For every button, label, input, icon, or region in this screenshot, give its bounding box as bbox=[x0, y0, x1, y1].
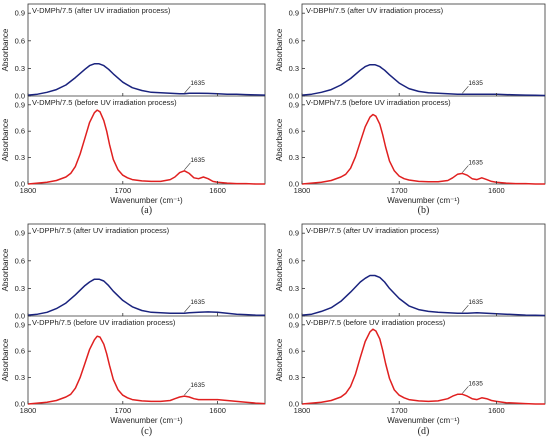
spectrum-line bbox=[301, 113, 545, 185]
y-tick-label: 0.3 bbox=[15, 284, 25, 293]
x-axis-title: Wavenumber (cm⁻¹) bbox=[110, 196, 183, 205]
series-label: V-DPPh/7.5 (after UV irradiation process… bbox=[32, 226, 170, 235]
y-tick-label: 0.9 bbox=[289, 9, 299, 18]
spectrum-line bbox=[27, 63, 266, 96]
y-tick-label: 0.0 bbox=[15, 400, 25, 409]
panel-caption: (b) bbox=[418, 205, 430, 216]
panel-caption: (d) bbox=[418, 426, 430, 437]
peak-annotation: 1635 bbox=[468, 80, 483, 87]
x-tick-label: 1600 bbox=[488, 406, 505, 415]
y-tick-label: 0.9 bbox=[289, 229, 299, 238]
y-axis-title: Absorbance bbox=[275, 28, 284, 71]
y-tick-label: 0.9 bbox=[289, 320, 299, 329]
annotation-leader bbox=[184, 305, 191, 313]
y-tick-label: 0.9 bbox=[15, 100, 25, 109]
series-label: V-DMPh/7.5 (before UV irradiation proces… bbox=[32, 98, 177, 107]
peak-annotation: 1635 bbox=[190, 80, 205, 87]
spectrum-line bbox=[301, 274, 546, 317]
peak-annotation: 1635 bbox=[190, 382, 205, 389]
y-tick-label: 0.3 bbox=[15, 373, 25, 382]
x-tick-label: 1600 bbox=[209, 406, 226, 415]
y-tick-label: 0.0 bbox=[289, 400, 299, 409]
y-tick-label: 0.6 bbox=[15, 127, 25, 136]
annotation-leader bbox=[462, 165, 469, 173]
spectrum-line bbox=[27, 335, 266, 405]
annotation-leader bbox=[462, 305, 469, 313]
x-tick-label: 1600 bbox=[488, 186, 505, 195]
annotation-leader bbox=[184, 162, 191, 170]
x-tick-label: 1700 bbox=[391, 186, 408, 195]
y-tick-label: 0.9 bbox=[289, 100, 299, 109]
series-label: V-DPPh/7.5 (before UV irradiation proces… bbox=[32, 318, 176, 327]
y-tick-label: 0.0 bbox=[289, 180, 299, 189]
x-tick-label: 1700 bbox=[114, 406, 131, 415]
y-tick-label: 0.6 bbox=[289, 36, 299, 45]
annotation-leader bbox=[184, 387, 191, 396]
x-tick-label: 1700 bbox=[114, 186, 131, 195]
panel-caption: (c) bbox=[141, 426, 152, 437]
x-axis-title: Wavenumber (cm⁻¹) bbox=[387, 416, 460, 425]
x-tick-label: 1800 bbox=[294, 406, 311, 415]
x-tick-label: 1700 bbox=[391, 406, 408, 415]
y-axis-title: Absorbance bbox=[1, 28, 10, 71]
y-axis-title: Absorbance bbox=[275, 338, 284, 381]
annotation-leader bbox=[462, 386, 469, 394]
peak-annotation: 1635 bbox=[468, 380, 483, 387]
y-tick-label: 0.6 bbox=[289, 127, 299, 136]
y-tick-label: 0.0 bbox=[289, 92, 299, 101]
y-tick-label: 0.9 bbox=[15, 320, 25, 329]
y-tick-label: 0.3 bbox=[289, 284, 299, 293]
peak-annotation: 1635 bbox=[468, 299, 483, 306]
annotation-leader bbox=[462, 85, 469, 94]
y-tick-label: 0.3 bbox=[289, 64, 299, 73]
spectrum-line bbox=[27, 109, 265, 185]
peak-annotation: 1635 bbox=[468, 159, 483, 166]
series-label: V-DMPh/7.5 (before UV irradiation proces… bbox=[306, 98, 451, 107]
y-tick-label: 0.6 bbox=[15, 36, 25, 45]
y-tick-label: 0.3 bbox=[289, 373, 299, 382]
y-tick-label: 0.0 bbox=[15, 180, 25, 189]
y-axis-title: Absorbance bbox=[1, 248, 10, 291]
y-tick-label: 0.0 bbox=[15, 312, 25, 321]
series-label: V-DBP/7.5 (after UV irradiation process) bbox=[306, 226, 439, 235]
y-axis-title: Absorbance bbox=[1, 118, 10, 161]
panel-caption: (a) bbox=[141, 205, 152, 216]
y-axis-title: Absorbance bbox=[275, 248, 284, 291]
x-axis-title: Wavenumber (cm⁻¹) bbox=[110, 416, 183, 425]
y-tick-label: 0.6 bbox=[289, 256, 299, 265]
y-tick-label: 0.3 bbox=[15, 64, 25, 73]
y-tick-label: 0.9 bbox=[15, 229, 25, 238]
y-tick-label: 0.6 bbox=[15, 256, 25, 265]
x-tick-label: 1600 bbox=[209, 186, 226, 195]
y-tick-label: 0.0 bbox=[15, 92, 25, 101]
y-tick-label: 0.9 bbox=[15, 9, 25, 18]
annotation-leader bbox=[184, 85, 191, 94]
x-tick-label: 1800 bbox=[20, 406, 37, 415]
peak-annotation: 1635 bbox=[190, 157, 205, 164]
y-tick-label: 0.3 bbox=[15, 153, 25, 162]
x-axis-title: Wavenumber (cm⁻¹) bbox=[387, 196, 460, 205]
x-tick-label: 1800 bbox=[294, 186, 311, 195]
y-axis-title: Absorbance bbox=[275, 118, 284, 161]
y-axis-title: Absorbance bbox=[1, 338, 10, 381]
spectrum-line bbox=[301, 63, 546, 97]
y-tick-label: 0.3 bbox=[289, 153, 299, 162]
spectrum-line bbox=[301, 328, 545, 405]
y-tick-label: 0.0 bbox=[289, 312, 299, 321]
x-tick-label: 1800 bbox=[20, 186, 37, 195]
series-label: V-DBP/7.5 (before UV irradiation process… bbox=[306, 318, 446, 327]
y-tick-label: 0.6 bbox=[15, 347, 25, 356]
spectrum-line bbox=[27, 278, 266, 317]
peak-annotation: 1635 bbox=[190, 299, 205, 306]
series-label: V-DMPh/7.5 (after UV irradiation process… bbox=[32, 6, 171, 15]
y-tick-label: 0.6 bbox=[289, 347, 299, 356]
series-label: V-DBPh/7.5 (after UV irradiation process… bbox=[306, 6, 444, 15]
